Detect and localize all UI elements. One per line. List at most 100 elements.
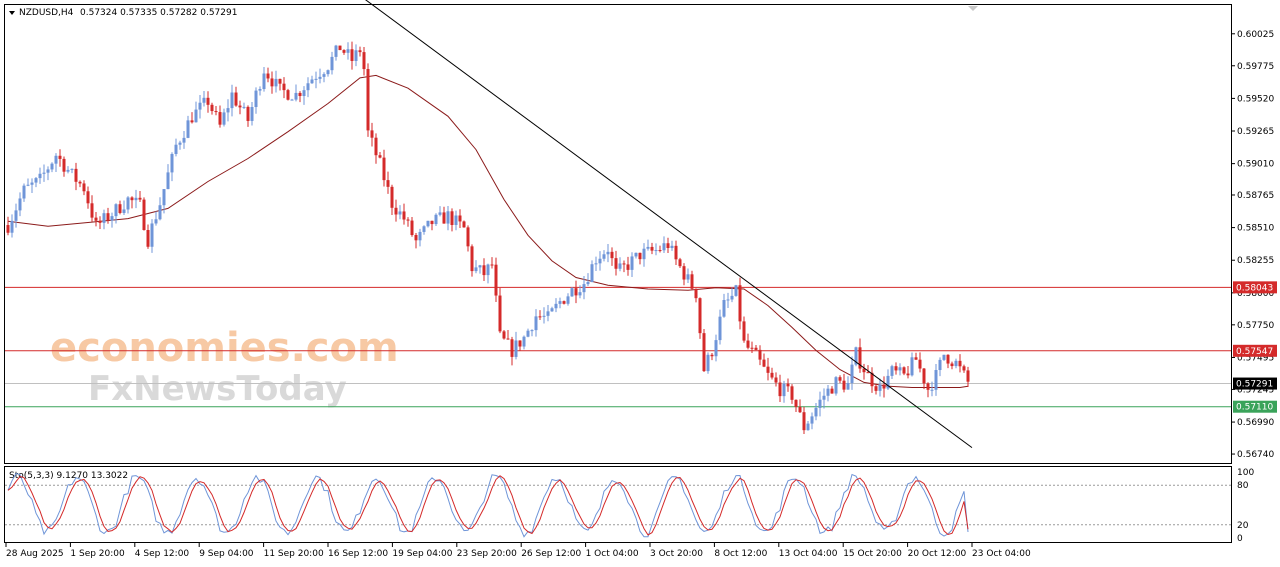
candle-body (526, 330, 530, 337)
x-tick-label: 20 Oct 12:00 (908, 549, 967, 559)
candle-body (890, 366, 894, 376)
candle-body (218, 112, 222, 125)
candle-body (530, 330, 534, 332)
candle-body (478, 265, 482, 268)
candle-body (614, 258, 618, 269)
candle-body (250, 107, 254, 121)
candle-body (14, 210, 18, 221)
candle-body (442, 212, 446, 224)
candle-body (594, 263, 598, 265)
candle-body (42, 172, 46, 174)
stoch-d-line (7, 475, 969, 536)
candle-body (370, 130, 374, 138)
candle-body (834, 377, 838, 394)
candle-body (374, 137, 378, 156)
candle-body (518, 340, 522, 347)
moving-average (7, 74, 969, 388)
price-tag-current (1233, 377, 1277, 390)
scroll-marker-icon[interactable] (968, 6, 978, 11)
candle-body (650, 246, 654, 251)
candle-body (590, 264, 594, 283)
candle-body (10, 220, 14, 233)
candle-body (778, 382, 782, 397)
candle-body (598, 258, 602, 264)
candle-body (930, 389, 934, 391)
candle-body (94, 217, 98, 221)
candle-body (506, 338, 510, 340)
candle-body (770, 372, 774, 378)
candle-body (126, 197, 130, 210)
candle-body (34, 178, 38, 183)
candle-body (482, 265, 486, 276)
main-panel-frame (4, 4, 1232, 464)
candle-body (330, 56, 334, 71)
candle-body (418, 231, 422, 241)
candle-body (454, 215, 458, 225)
candle-body (46, 169, 50, 173)
candle-body (358, 50, 362, 53)
candle-body (862, 368, 866, 373)
candle-body (30, 182, 34, 185)
price-tags: 0.58043 0.57547 0.57291 0.57110 (1233, 281, 1277, 413)
candle-body (646, 246, 650, 249)
x-tick-label: 19 Sep 04:00 (392, 549, 452, 559)
candle-body (690, 274, 694, 289)
collapse-triangle-icon[interactable] (9, 11, 15, 15)
candle-body (574, 288, 578, 296)
candle-body (658, 250, 662, 252)
candle-body (610, 251, 614, 259)
candle-body (326, 70, 330, 75)
y-tick-label: 0.59265 (1237, 127, 1274, 137)
candle-body (938, 359, 942, 371)
candle-body (910, 357, 914, 376)
candle-body (350, 49, 354, 61)
candle-body (878, 384, 882, 391)
candle-body (818, 399, 822, 408)
x-tick-label: 13 Oct 04:00 (779, 549, 838, 559)
candle-body (466, 227, 470, 247)
candle-body (906, 373, 910, 376)
candle-body (758, 349, 762, 360)
y-tick-label: 0.60025 (1237, 30, 1274, 40)
candle-body (346, 49, 350, 53)
candle-body (786, 383, 790, 387)
candle-body (742, 321, 746, 341)
candle-body (578, 292, 582, 296)
candle-body (730, 295, 734, 300)
candle-body (270, 78, 274, 87)
candle-body (446, 211, 450, 224)
candle-body (678, 259, 682, 267)
candle-body (682, 266, 686, 280)
candle-body (922, 368, 926, 384)
candle-body (622, 263, 626, 265)
candle-body (766, 366, 770, 373)
candle-body (282, 83, 286, 91)
candle-body (950, 363, 954, 367)
candle-body (626, 264, 630, 270)
candle-body (798, 406, 802, 413)
candle-body (262, 73, 266, 90)
candle-body (666, 243, 670, 249)
candle-body (450, 211, 454, 225)
symbol-label: NZDUSD,H4 (19, 8, 74, 18)
candle-body (734, 285, 738, 296)
candle-body (86, 191, 90, 204)
candle-body (198, 102, 202, 110)
candle-body (718, 316, 722, 341)
candle-body (582, 284, 586, 293)
candle-body (158, 205, 162, 220)
candle-body (246, 106, 250, 121)
candle-body (710, 354, 714, 357)
candle-body (318, 76, 322, 79)
trendline-line[interactable] (364, 0, 973, 449)
candle-body (554, 303, 558, 309)
candle-body (782, 383, 786, 397)
candle-body (190, 120, 194, 123)
price-tag-resistance (1233, 344, 1277, 357)
candle-body (602, 254, 606, 259)
candle-body (762, 359, 766, 367)
candle-body (854, 347, 858, 365)
candle-body (110, 216, 114, 221)
candle-body (54, 155, 58, 164)
candle-body (142, 199, 146, 231)
